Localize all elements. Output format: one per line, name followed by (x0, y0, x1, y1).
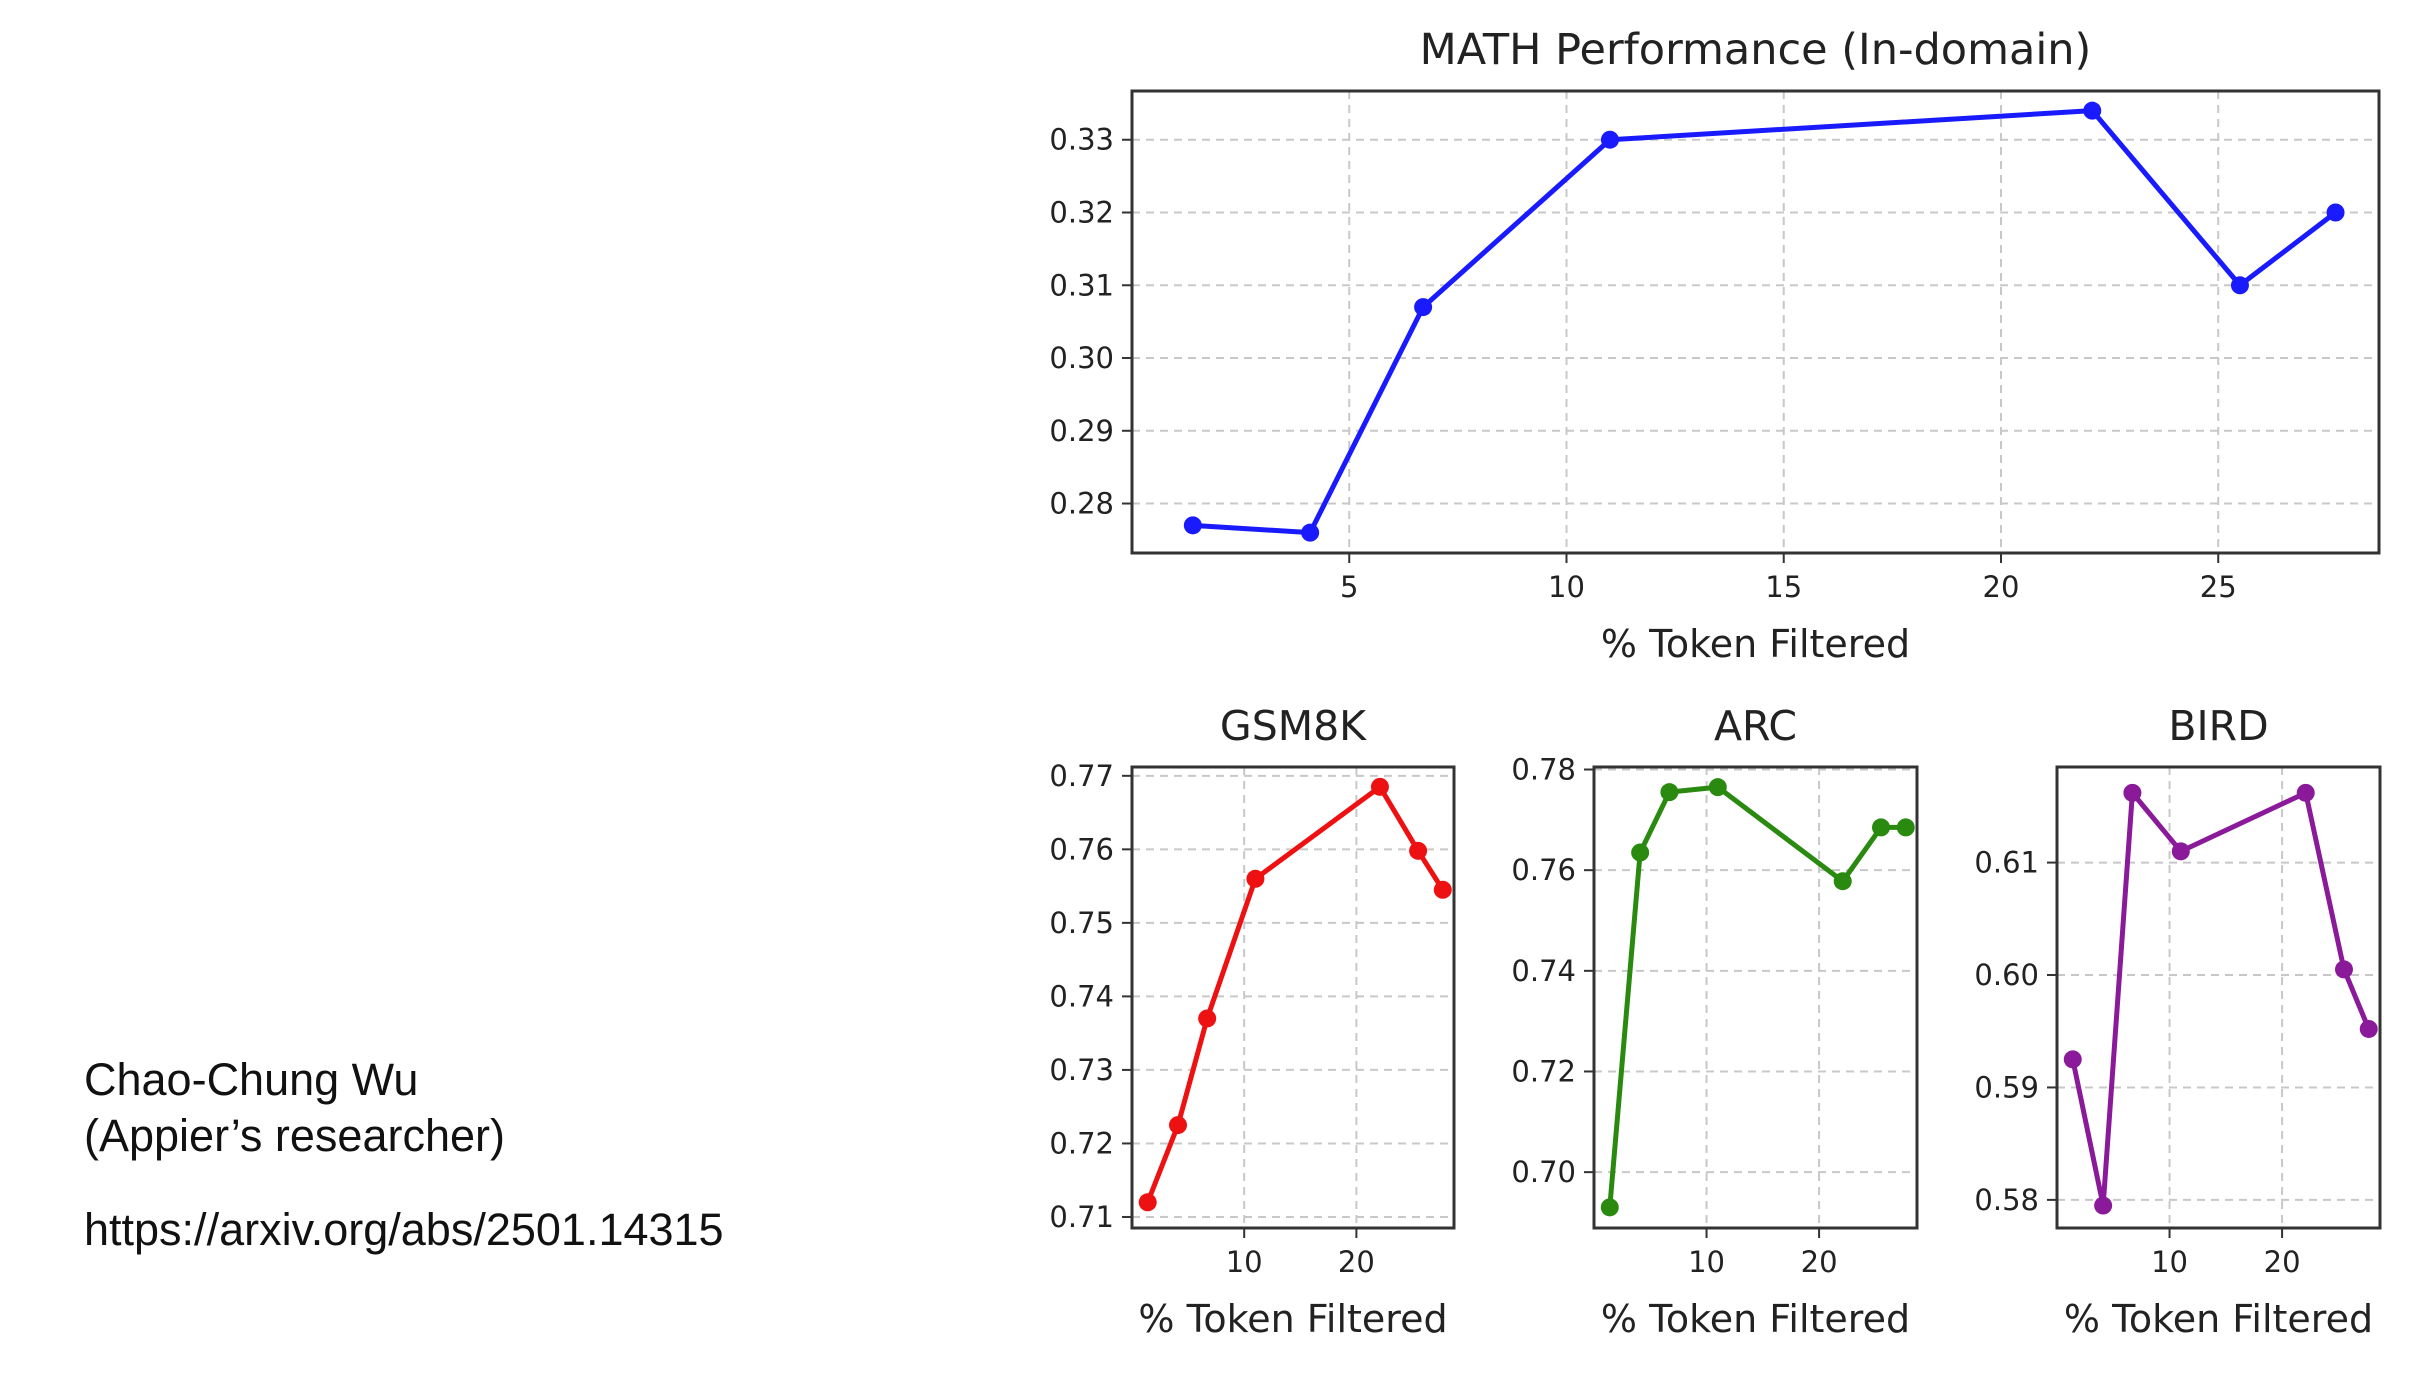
bird-point-1 (2094, 1196, 2113, 1215)
math-ytick-label-4: 0.32 (1049, 196, 1114, 230)
math-series-line-0 (1190, 108, 2339, 536)
bird-ytick-label-0: 0.58 (1974, 1183, 2039, 1217)
arc-ytick-label-2: 0.74 (1511, 954, 1576, 988)
math-xlabel: % Token Filtered (1601, 622, 1910, 666)
math-chart: 5 10 15 20 25 0.28 0.29 0.30 0.31 0.32 0.33 MATH Pe… (1049, 25, 2381, 666)
bird-title: BIRD (2168, 702, 2268, 750)
gsm8k-axes-frame (1130, 765, 1456, 1230)
bird-xtick-label-0: 10 (2151, 1245, 2188, 1279)
arc-ytick-label-4: 0.78 (1511, 753, 1576, 787)
math-xtick-label-3: 20 (1983, 570, 2020, 604)
author-role: (Appier’s researcher) (84, 1110, 505, 1161)
arc-ytick-label-1: 0.72 (1511, 1054, 1576, 1088)
arc-ytick-label-0: 0.70 (1511, 1155, 1576, 1189)
math-title: MATH Performance (In-domain) (1420, 25, 2092, 75)
math-ytick-label-0: 0.28 (1049, 487, 1114, 521)
math-point-0 (1183, 516, 1202, 535)
gsm8k-point-2 (1198, 1009, 1217, 1028)
gsm8k-ytick-label-1: 0.72 (1049, 1126, 1114, 1160)
gsm8k-point-1 (1169, 1116, 1187, 1135)
arc-chart: 10 20 0.70 0.72 0.74 0.76 0.78 ARC % Token Filte… (1511, 702, 1919, 1341)
arc-point-2 (1660, 783, 1679, 802)
arc-point-6 (1896, 818, 1915, 837)
arc-xlabel: % Token Filtered (1601, 1297, 1910, 1341)
bird-point-4 (2296, 783, 2315, 802)
arc-xtick-label-1: 20 (1801, 1245, 1838, 1279)
gsm8k-title: GSM8K (1220, 702, 1367, 750)
gsm8k-ytick-label-2: 0.73 (1049, 1053, 1114, 1087)
paper-link[interactable]: https://arxiv.org/abs/2501.14315 (84, 1204, 724, 1255)
math-ytick-label-2: 0.30 (1049, 341, 1114, 375)
gsm8k-point-5 (1409, 841, 1428, 860)
math-xtick-label-1: 10 (1548, 570, 1585, 604)
math-ytick-label-5: 0.33 (1049, 123, 1114, 157)
gsm8k-point-0 (1138, 1193, 1157, 1212)
math-axes-frame (1130, 89, 2381, 555)
bird-ytick-label-3: 0.61 (1974, 846, 2039, 880)
bird-ytick-label-2: 0.60 (1974, 958, 2039, 992)
bird-point-3 (2171, 842, 2190, 861)
bird-point-6 (2359, 1019, 2378, 1038)
arc-series-line-0 (1607, 784, 1909, 1210)
bird-axes-frame (2055, 765, 2382, 1230)
gsm8k-point-4 (1370, 777, 1389, 796)
arc-point-4 (1833, 872, 1852, 891)
bird-xlabel: % Token Filtered (2064, 1297, 2373, 1341)
math-xtick-label-0: 5 (1340, 570, 1358, 604)
gsm8k-point-3 (1246, 869, 1265, 888)
arc-point-0 (1600, 1198, 1619, 1217)
math-ytick-label-1: 0.29 (1049, 414, 1114, 448)
arc-ytick-label-3: 0.76 (1511, 853, 1576, 887)
bird-point-5 (2334, 960, 2353, 979)
gsm8k-chart: 10 20 0.71 0.72 0.73 0.74 0.75 0.76 0.77 GSM8K % T… (1049, 702, 1456, 1341)
bird-ytick-label-1: 0.59 (1974, 1070, 2039, 1104)
math-point-1 (1301, 523, 1320, 542)
gsm8k-ytick-label-6: 0.77 (1049, 759, 1114, 793)
arc-point-5 (1871, 818, 1890, 837)
author-name: Chao-Chung Wu (84, 1054, 419, 1105)
math-point-3 (1600, 130, 1619, 149)
bird-point-0 (2063, 1050, 2082, 1069)
math-point-4 (2083, 101, 2102, 120)
math-xtick-label-2: 15 (1765, 570, 1802, 604)
gsm8k-ytick-label-3: 0.74 (1049, 979, 1114, 1013)
arc-axes-frame (1592, 765, 1919, 1230)
arc-point-3 (1708, 778, 1727, 797)
bird-xtick-label-1: 20 (2264, 1245, 2301, 1279)
gsm8k-ytick-label-5: 0.76 (1049, 832, 1114, 866)
bird-point-2 (2123, 783, 2142, 802)
math-xtick-label-4: 25 (2200, 570, 2237, 604)
gsm8k-point-6 (1433, 880, 1452, 899)
bird-series-line-0 (2070, 790, 2372, 1209)
arc-xtick-label-0: 10 (1688, 1245, 1725, 1279)
math-point-2 (1414, 298, 1433, 317)
gsm8k-xtick-label-0: 10 (1226, 1245, 1263, 1279)
gsm8k-xtick-label-1: 20 (1338, 1245, 1375, 1279)
bird-chart: 10 20 0.58 0.59 0.60 0.61 BIRD % Token Filtered (1974, 702, 2382, 1341)
arc-title: ARC (1714, 702, 1797, 750)
math-point-5 (2230, 276, 2249, 295)
gsm8k-xlabel: % Token Filtered (1138, 1297, 1447, 1341)
arc-point-1 (1631, 843, 1650, 862)
gsm8k-ytick-label-4: 0.75 (1049, 906, 1114, 940)
math-point-6 (2326, 203, 2345, 222)
gsm8k-ytick-label-0: 0.71 (1049, 1200, 1114, 1234)
math-ytick-label-3: 0.31 (1049, 268, 1114, 302)
